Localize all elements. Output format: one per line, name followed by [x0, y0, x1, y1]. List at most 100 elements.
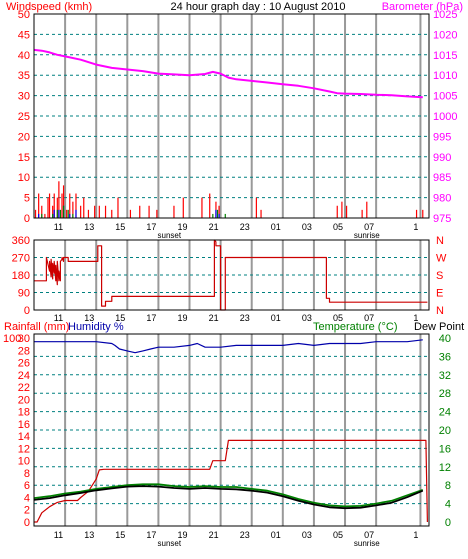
- sunrise-label: sunrise: [354, 231, 380, 240]
- rainfall-tick: 4: [24, 492, 30, 504]
- barometer-tick: 985: [433, 172, 451, 184]
- graph-title: 24 hour graph day : 10 August 2010: [171, 1, 346, 13]
- hour-tick-label: 13: [84, 222, 94, 232]
- hour-tick-label: 15: [115, 222, 125, 232]
- hour-tick-label: 19: [177, 313, 187, 323]
- rainfall-legend: Rainfall (mm): [4, 321, 69, 333]
- wind-barometer-grid: [34, 14, 429, 218]
- hour-tick-label: 23: [240, 313, 250, 323]
- hour-tick-label: 11: [54, 530, 63, 540]
- barometer-tick-labels: 975 980 985 990 995 1000 1005 1010 1015 1020 1025: [433, 9, 457, 225]
- rainfall-tick: 12: [18, 443, 30, 455]
- hour-tick-label: 03: [302, 313, 312, 323]
- hour-tick-label: 15: [115, 313, 125, 323]
- rainfall-tick: 22: [18, 382, 30, 394]
- windspeed-tick: 45: [18, 29, 30, 41]
- temperature-tick: 0: [445, 517, 451, 529]
- direction-degree-tick: 270: [12, 253, 30, 265]
- barometer-line: [33, 48, 423, 99]
- direction-degree-tick-labels: 0 90 180 270 360: [12, 235, 30, 317]
- hour-tick-label: 17: [146, 530, 156, 540]
- hour-tick-label: 07: [364, 530, 374, 540]
- windspeed-tick-labels: 0 5 10 15 20 25 30 35 40 45 50: [18, 9, 30, 225]
- hour-tick-label: 21: [209, 313, 219, 323]
- windspeed-tick: 50: [18, 9, 30, 21]
- sunset-label: sunset: [158, 231, 182, 240]
- wind-barometer-frame: [33, 13, 430, 219]
- windspeed-tick: 25: [18, 111, 30, 123]
- hour-tick-label: 05: [333, 222, 343, 232]
- temperature-tick: 4: [445, 499, 451, 511]
- direction-compass-tick: N: [436, 305, 444, 317]
- windspeed-tick: 5: [24, 193, 30, 205]
- wind-spike-series: [41, 205, 226, 218]
- hour-tick-label: 1: [413, 222, 418, 232]
- rainfall-tick: 10: [18, 456, 30, 468]
- temperature-tick: 32: [439, 370, 451, 382]
- barometer-tick: 995: [433, 131, 451, 143]
- hour-tick-label: 11: [54, 313, 63, 323]
- rainfall-tick: 2: [24, 505, 30, 517]
- hour-tick-label: 1: [413, 313, 418, 323]
- hour-tick-label: 07: [364, 313, 374, 323]
- hour-tick-label: 21: [209, 222, 219, 232]
- direction-degree-tick: 360: [12, 235, 30, 247]
- humidity-line: [34, 339, 423, 354]
- barometer-tick: 1010: [433, 70, 457, 82]
- direction-compass-tick: W: [436, 253, 447, 265]
- direction-degree-tick: 0: [24, 305, 30, 317]
- dew-point-legend: Dew Point: [414, 321, 464, 333]
- hour-tick-label: 17: [146, 313, 156, 323]
- barometer-tick: 1000: [433, 111, 457, 123]
- rainfall-tick: 24: [18, 370, 30, 382]
- hour-tick-label: 15: [115, 530, 125, 540]
- rainfall-tick: 20: [18, 394, 30, 406]
- sunrise-label: sunrise: [354, 539, 380, 548]
- direction-degree-tick: 180: [12, 270, 30, 282]
- rainfall-tick: 6: [24, 480, 30, 492]
- rainfall-line: [34, 439, 428, 523]
- temperature-tick: 12: [439, 462, 451, 474]
- windspeed-tick: 20: [18, 131, 30, 143]
- hour-tick-label: 01: [271, 313, 281, 323]
- rain-humidity-temperature-grid: [34, 334, 429, 526]
- barometer-axis-title: Barometer (hPa): [382, 1, 463, 13]
- temperature-tick: 20: [439, 425, 451, 437]
- direction-degree-tick: 90: [18, 288, 30, 300]
- hour-tick-label: 03: [302, 222, 312, 232]
- temperature-line: [33, 483, 424, 508]
- hour-tick-label: 19: [177, 530, 187, 540]
- barometer-tick: 1005: [433, 91, 457, 103]
- temperature-legend: Temperature (°C): [313, 321, 397, 333]
- barometer-tick: 1020: [433, 29, 457, 41]
- barometer-tick: 1025: [433, 9, 457, 21]
- wind-hour-tick-labels: 11 13 15 17 19 21 23 01 03 05 07 1 sunset sunrise: [54, 222, 419, 240]
- rainfall-tick: 0: [24, 517, 30, 529]
- windspeed-tick: 15: [18, 152, 30, 164]
- direction-compass-tick: S: [436, 270, 443, 282]
- temperature-tick-labels: 0 4 8 12 16 20 24 28 32 36 40: [439, 333, 451, 529]
- hour-tick-label: 01: [271, 222, 281, 232]
- temperature-tick: 36: [439, 351, 451, 363]
- hour-tick-label: 13: [84, 530, 94, 540]
- rainfall-tick: 30: [18, 333, 30, 345]
- rainfall-tick: 18: [18, 407, 30, 419]
- windspeed-tick: 35: [18, 70, 30, 82]
- direction-compass-tick: E: [436, 288, 443, 300]
- hour-tick-label: 03: [302, 530, 312, 540]
- temperature-tick: 24: [439, 407, 451, 419]
- temperature-tick: 28: [439, 388, 451, 400]
- temperature-tick: 40: [439, 333, 451, 345]
- direction-hour-tick-labels: 11 13 15 17 19 21 23 01 03 05 07 1: [54, 313, 419, 323]
- rainfall-tick: 14: [18, 431, 30, 443]
- dew-point-line: [33, 485, 424, 510]
- rain-humidity-temperature-series: [33, 339, 428, 523]
- hour-tick-label: 19: [177, 222, 187, 232]
